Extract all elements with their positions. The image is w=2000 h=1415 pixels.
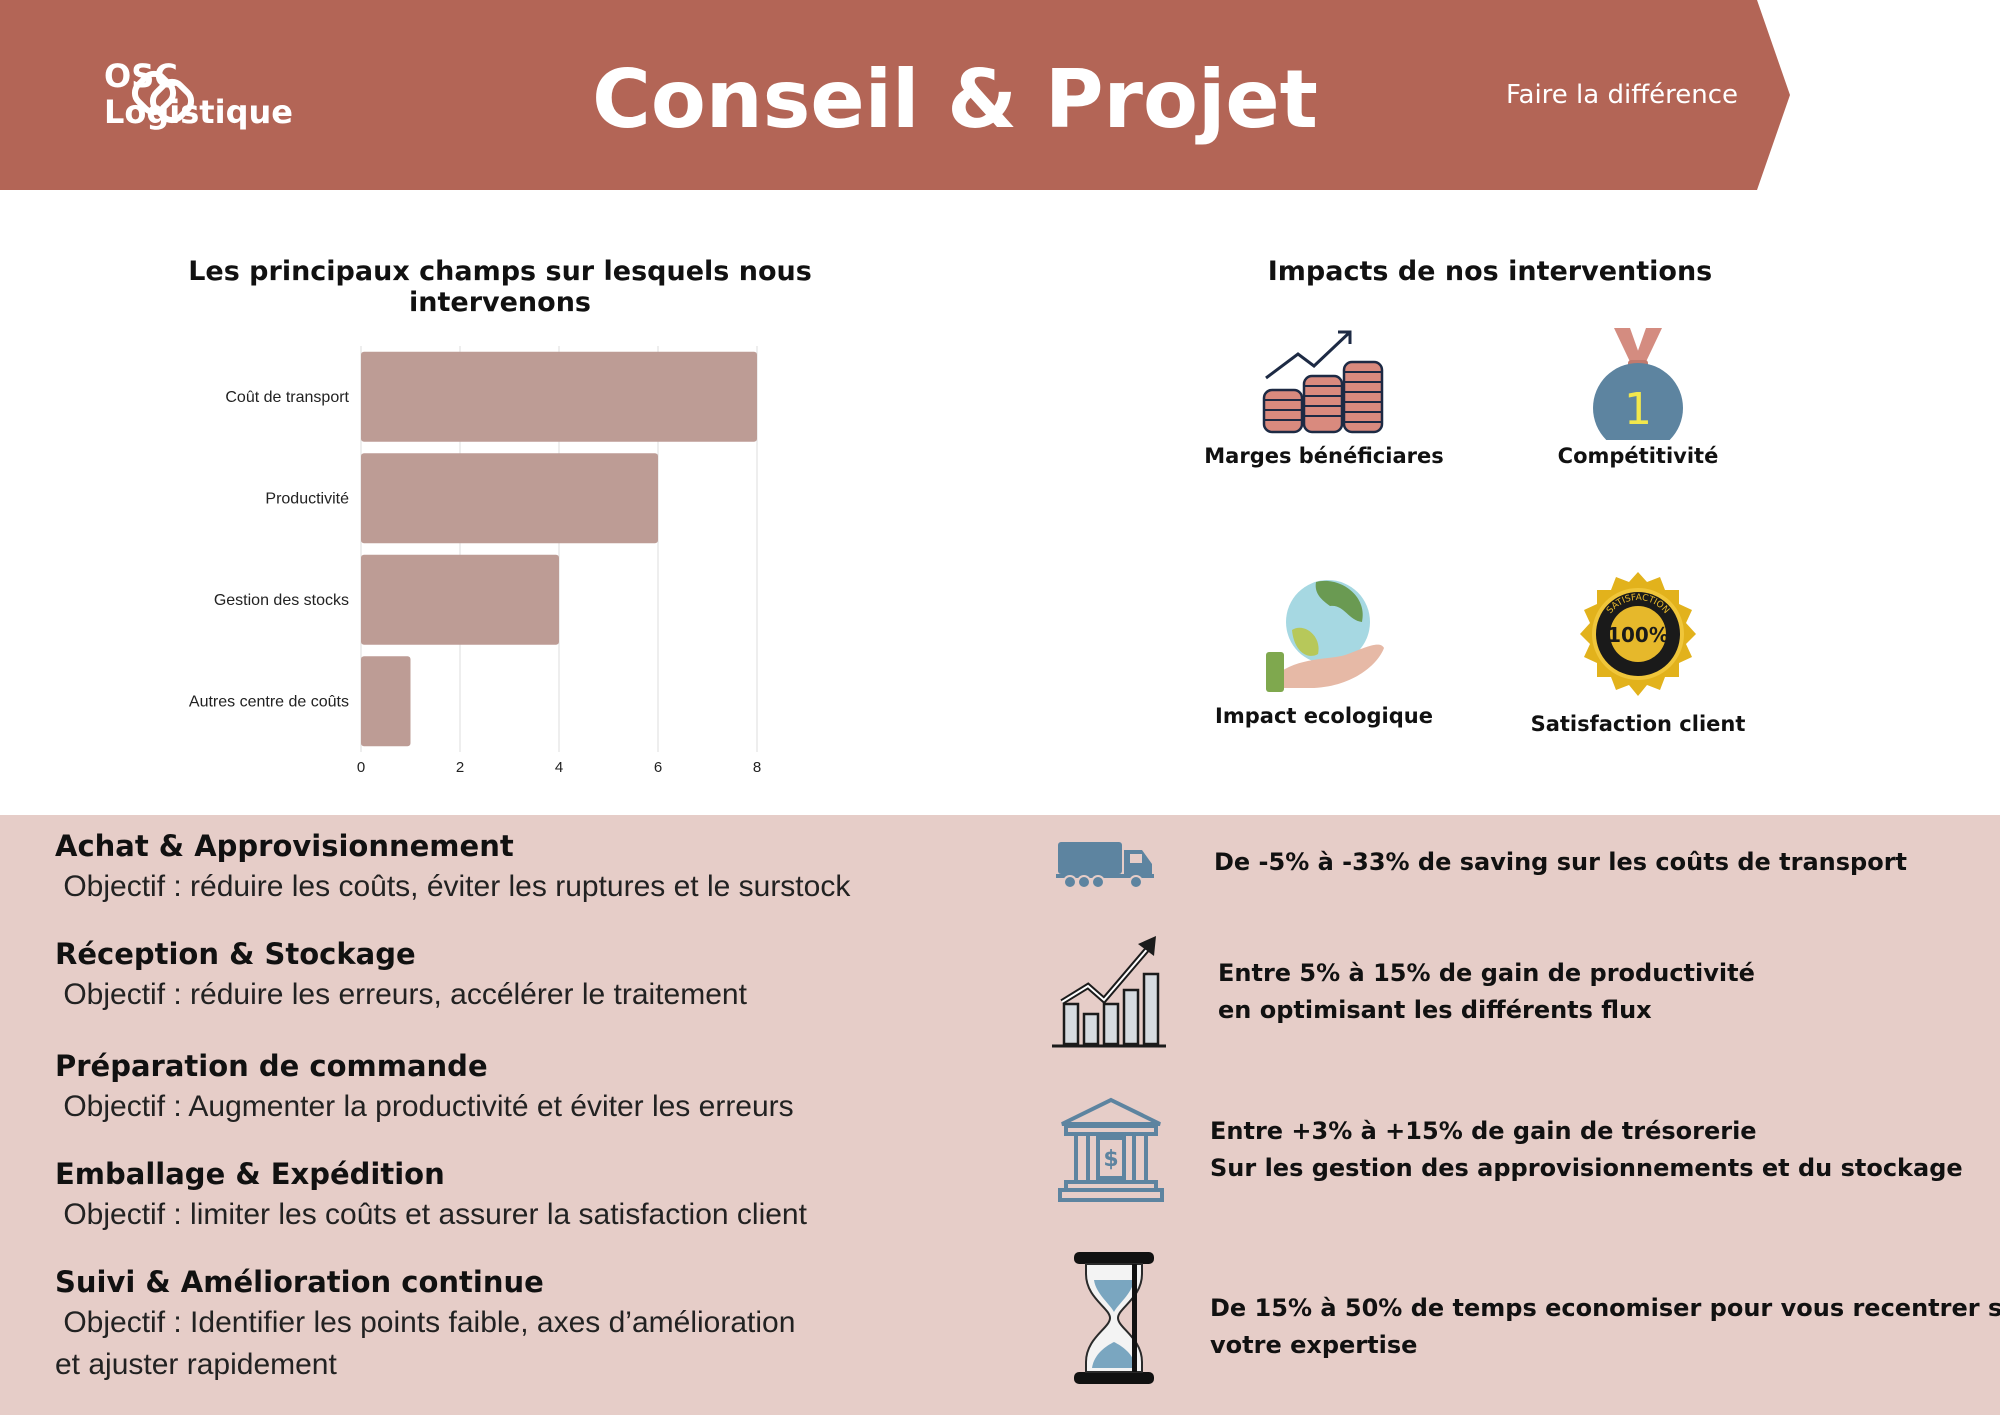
step-emballage: Emballage & Expédition Objectif : limite… [55,1154,807,1236]
step-objective: Objectif : limiter les coûts et assurer … [55,1198,807,1231]
impact-satisfaction: 100% SATISFACTION Satisfaction client [1498,568,1778,736]
impact-ecology-label: Impact ecologique [1215,704,1433,728]
bar [361,453,658,544]
gain-transport: De -5% à -33% de saving sur les coûts de… [1214,844,1907,881]
gain-line-1: De -5% à -33% de saving sur les coûts de… [1214,848,1907,876]
banner-arrow-shape [0,0,1790,190]
logo-line-1: OSC [104,57,178,95]
x-tick-label: 2 [456,759,464,776]
bar [361,351,757,442]
impact-margins-label: Marges bénéficiares [1204,444,1444,468]
x-tick-label: 4 [555,759,563,776]
step-objective-line-2: et ajuster rapidement [55,1348,337,1381]
chart-title: Les principaux champs sur lesquels nous … [188,256,812,318]
seal-text: 100% [1607,623,1669,647]
tagline: Faire la différence [1505,80,1738,110]
gain-line-2: en optimisant les différents flux [1218,996,1652,1024]
earth-in-hand-icon [1266,580,1384,692]
impact-satisfaction-label: Satisfaction client [1530,712,1746,736]
medal-icon: 1 [1593,328,1683,453]
gain-line-2: votre expertise [1210,1331,1418,1359]
services-band [0,815,2000,1415]
step-title: Emballage & Expédition [55,1157,445,1191]
step-objective: Objectif : réduire les erreurs, accélére… [55,978,747,1011]
step-achat: Achat & Approvisionnement Objectif : réd… [55,826,850,908]
impact-margins: Marges bénéficiares [1184,320,1464,468]
satisfaction-seal-icon: 100% SATISFACTION [1580,572,1696,696]
category-label: Autres centre de coûts [189,693,349,710]
bar [361,554,559,645]
gain-line-1: Entre +3% à +15% de gain de trésorerie [1210,1117,1757,1145]
header-banner: OSC Logistique Conseil & Projet Faire la… [0,0,2000,190]
page-title: Conseil & Projet [592,53,1318,146]
osc-logo-icon [131,70,195,124]
logo-line-2: Logistique [104,93,293,131]
step-title: Suivi & Amélioration continue [55,1265,544,1299]
x-tick-label: 0 [357,759,365,776]
impact-competitiveness: 1 Compétitivité [1498,320,1778,468]
bank-icon: $ [1058,1097,1164,1202]
step-title: Préparation de commande [55,1049,488,1083]
gain-line-1: Entre 5% à 15% de gain de productivité [1218,959,1755,987]
truck-icon [1056,842,1154,889]
gain-line-1: De 15% à 50% de temps economiser pour vo… [1210,1294,2000,1322]
impacts-title: Impacts de nos interventions [1267,256,1713,287]
impact-competitiveness-label: Compétitivité [1557,444,1719,468]
gain-time: De 15% à 50% de temps economiser pour vo… [1210,1290,2000,1364]
gain-treasury: Entre +3% à +15% de gain de trésorerie S… [1210,1113,1963,1187]
x-tick-label: 8 [753,759,761,776]
hourglass-icon [1074,1252,1154,1384]
category-label: Productivité [265,490,349,507]
step-title: Achat & Approvisionnement [55,829,514,863]
step-objective: Objectif : Identifier les points faible,… [55,1306,796,1339]
coins-growth-icon [1262,330,1384,434]
step-suivi: Suivi & Amélioration continue Objectif :… [55,1262,795,1386]
step-preparation: Préparation de commande Objectif : Augme… [55,1046,794,1128]
gain-line-2: Sur les gestion des approvisionnements e… [1210,1154,1963,1182]
x-tick-label: 6 [654,759,662,776]
bar-chart: 0 2 4 6 8 Coût de transport Productivité Gestio… [189,346,761,776]
gain-productivity: Entre 5% à 15% de gain de productivité e… [1218,955,1755,1029]
bar [361,656,411,747]
step-objective: Objectif : Augmenter la productivité et … [55,1090,794,1123]
category-label: Coût de transport [225,389,349,406]
medal-number: 1 [1624,384,1652,435]
step-reception: Réception & Stockage Objectif : réduire … [55,934,747,1016]
step-title: Réception & Stockage [55,937,416,971]
logo-wordmark: OSC Logistique [104,58,293,130]
impact-ecology: Impact ecologique [1184,560,1464,728]
category-label: Gestion des stocks [214,592,349,609]
growth-chart-icon [1052,936,1166,1048]
step-objective: Objectif : réduire les coûts, éviter les… [55,870,851,903]
svg-text:$: $ [1103,1147,1118,1172]
